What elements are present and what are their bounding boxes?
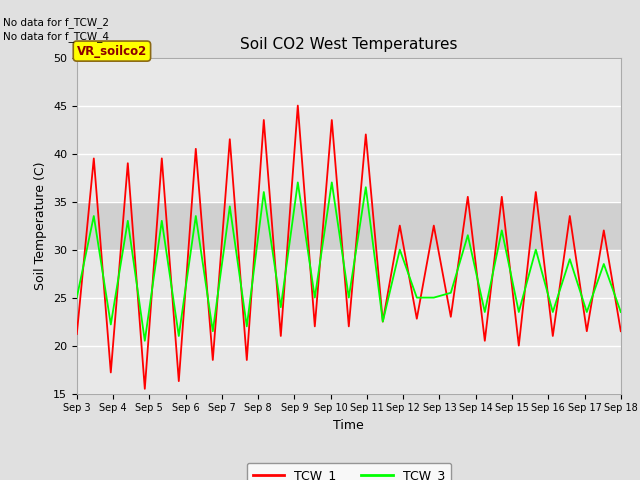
TCW_1 bbox=[158, 156, 166, 161]
TCW_3 bbox=[192, 213, 200, 219]
TCW_3 bbox=[90, 213, 98, 219]
TCW_1 bbox=[396, 223, 404, 228]
TCW_1 bbox=[379, 319, 387, 324]
TCW_3 bbox=[498, 228, 506, 233]
TCW_1 bbox=[617, 328, 625, 334]
TCW_3 bbox=[209, 328, 216, 334]
TCW_3 bbox=[124, 218, 132, 224]
TCW_1 bbox=[447, 314, 454, 320]
TCW_3 bbox=[396, 247, 404, 252]
TCW_3 bbox=[600, 261, 607, 267]
TCW_1 bbox=[481, 338, 489, 344]
TCW_1 bbox=[277, 333, 285, 339]
TCW_3 bbox=[566, 256, 573, 262]
Line: TCW_1: TCW_1 bbox=[77, 106, 621, 389]
TCW_3 bbox=[260, 189, 268, 195]
TCW_3 bbox=[532, 247, 540, 252]
TCW_3 bbox=[413, 295, 420, 300]
TCW_1 bbox=[192, 146, 200, 152]
Text: No data for f_TCW_2: No data for f_TCW_2 bbox=[3, 17, 109, 28]
TCW_3 bbox=[226, 204, 234, 209]
TCW_1 bbox=[294, 103, 301, 108]
TCW_3 bbox=[158, 218, 166, 224]
Y-axis label: Soil Temperature (C): Soil Temperature (C) bbox=[35, 161, 47, 290]
TCW_1 bbox=[124, 160, 132, 166]
Line: TCW_3: TCW_3 bbox=[77, 182, 621, 341]
TCW_3 bbox=[311, 295, 319, 300]
TCW_1 bbox=[345, 324, 353, 329]
TCW_1 bbox=[532, 189, 540, 195]
TCW_1 bbox=[583, 328, 591, 334]
TCW_1 bbox=[566, 213, 573, 219]
TCW_1 bbox=[243, 357, 251, 363]
TCW_1 bbox=[549, 333, 557, 339]
TCW_3 bbox=[294, 180, 301, 185]
TCW_1 bbox=[90, 156, 98, 161]
Text: No data for f_TCW_4: No data for f_TCW_4 bbox=[3, 31, 109, 42]
TCW_3 bbox=[515, 309, 523, 315]
TCW_3 bbox=[464, 232, 472, 238]
TCW_3 bbox=[617, 309, 625, 315]
X-axis label: Time: Time bbox=[333, 419, 364, 432]
Legend: TCW_1, TCW_3: TCW_1, TCW_3 bbox=[246, 463, 451, 480]
TCW_1 bbox=[328, 117, 335, 123]
TCW_3 bbox=[243, 324, 251, 329]
TCW_1 bbox=[413, 316, 420, 322]
TCW_3 bbox=[481, 309, 489, 315]
TCW_1 bbox=[226, 136, 234, 142]
TCW_3 bbox=[175, 333, 182, 339]
TCW_1 bbox=[311, 324, 319, 329]
TCW_1 bbox=[362, 132, 370, 137]
TCW_3 bbox=[583, 309, 591, 315]
TCW_3 bbox=[362, 184, 370, 190]
TCW_1 bbox=[515, 343, 523, 348]
TCW_3 bbox=[107, 322, 115, 327]
Bar bbox=[77, 202, 621, 250]
TCW_1 bbox=[175, 378, 182, 384]
TCW_3 bbox=[447, 290, 454, 296]
TCW_1 bbox=[73, 331, 81, 337]
TCW_1 bbox=[600, 228, 607, 233]
Title: Soil CO2 West Temperatures: Soil CO2 West Temperatures bbox=[240, 37, 458, 52]
TCW_1 bbox=[260, 117, 268, 123]
TCW_1 bbox=[430, 223, 438, 228]
Text: VR_soilco2: VR_soilco2 bbox=[77, 45, 147, 58]
TCW_3 bbox=[277, 304, 285, 310]
TCW_3 bbox=[345, 295, 353, 300]
TCW_1 bbox=[107, 370, 115, 375]
TCW_1 bbox=[464, 194, 472, 200]
TCW_3 bbox=[549, 309, 557, 315]
TCW_3 bbox=[379, 319, 387, 324]
TCW_3 bbox=[430, 295, 438, 300]
TCW_3 bbox=[141, 338, 148, 344]
TCW_1 bbox=[498, 194, 506, 200]
TCW_3 bbox=[73, 295, 81, 300]
TCW_1 bbox=[141, 386, 148, 392]
TCW_3 bbox=[328, 180, 335, 185]
TCW_1 bbox=[209, 357, 216, 363]
